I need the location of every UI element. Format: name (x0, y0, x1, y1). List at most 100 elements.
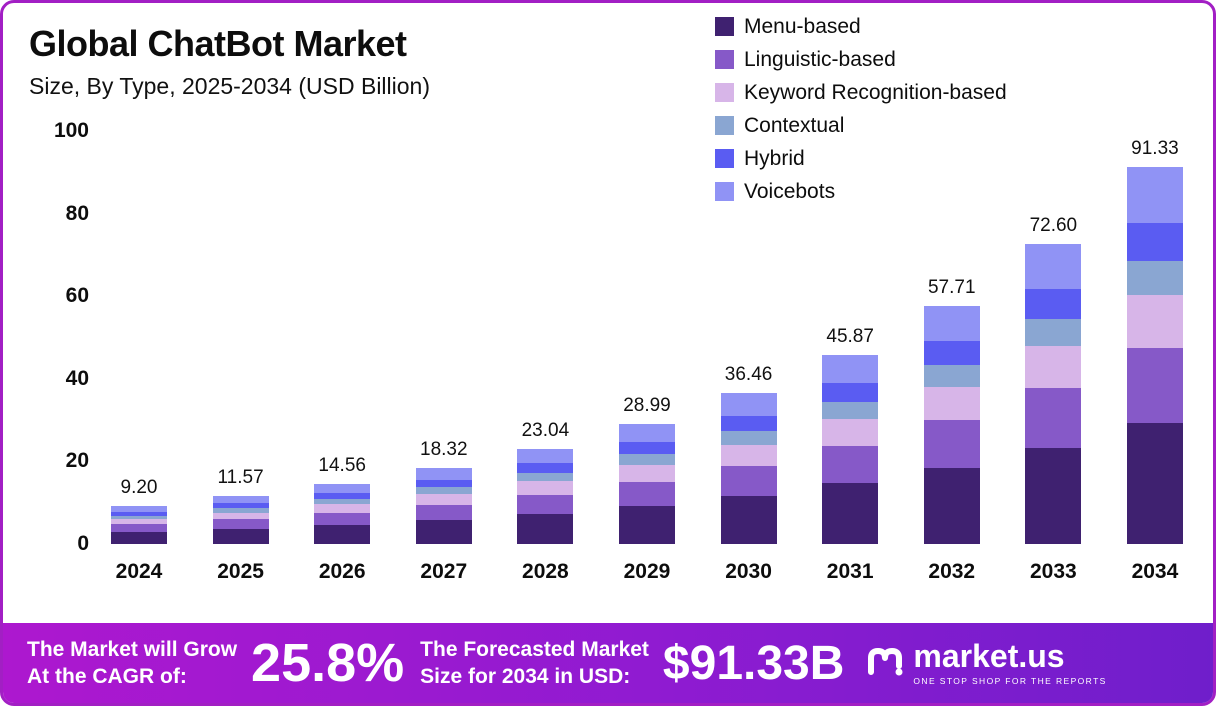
bar-segment-contextual (1126, 261, 1183, 296)
legend-item: Hybrid (715, 145, 1007, 172)
bar-total-label: 57.71 (927, 276, 976, 298)
bar-column: 91.33 (1124, 131, 1186, 544)
bar-segment-contextual (517, 472, 574, 482)
bar-segment-hybrid (212, 503, 269, 509)
cagr-label-line2: At the CAGR of: (27, 665, 187, 688)
bar-segment-linguistic-based (923, 420, 980, 468)
bar-stack (1126, 166, 1183, 544)
x-axis-label: 2028 (522, 560, 569, 583)
bar-segment-linguistic-based (720, 465, 777, 496)
bar-segment-hybrid (1025, 289, 1082, 320)
cagr-label: The Market will Grow At the CAGR of: (27, 636, 237, 691)
legend-swatch (715, 17, 734, 36)
bar-segment-contextual (314, 498, 371, 505)
x-axis-label: 2031 (826, 560, 874, 583)
bar-column: 57.71 (921, 131, 983, 544)
x-axis-label: 2025 (217, 560, 264, 583)
legend-label: Linguistic-based (744, 47, 896, 71)
bar-segment-keyword-recognition-based (212, 512, 269, 520)
bar-segment-contextual (1025, 319, 1082, 347)
bar-column: 28.99 (616, 131, 678, 544)
bar-total-label: 91.33 (1131, 137, 1179, 159)
bar-total-label: 18.32 (420, 439, 468, 461)
bar-segment-keyword-recognition-based (415, 494, 472, 505)
bar-stack (111, 506, 167, 544)
bar-segment-keyword-recognition-based (822, 419, 879, 446)
bar-segment-voicebots (1025, 244, 1082, 290)
bar-segment-voicebots (212, 496, 269, 504)
bar-segment-hybrid (720, 416, 777, 432)
bar-segment-menu-based (314, 524, 371, 544)
forecast-label-line1: The Forecasted Market (420, 637, 649, 661)
y-axis: 100 80 60 40 20 0 (27, 119, 89, 555)
legend-label: Hybrid (744, 146, 805, 170)
bottom-banner: The Market will Grow At the CAGR of: 25.… (3, 623, 1213, 703)
cagr-value: 25.8% (251, 633, 405, 693)
legend-swatch (715, 116, 734, 135)
bar-segment-menu-based (517, 513, 574, 544)
bar-segment-contextual (923, 365, 980, 387)
x-axis-label: 2024 (115, 560, 163, 583)
bar-segment-menu-based (111, 531, 167, 544)
bar-segment-voicebots (517, 448, 574, 464)
bar-stack (517, 448, 574, 544)
bar-segment-hybrid (314, 492, 371, 499)
bar-segment-linguistic-based (415, 504, 472, 520)
bar-segment-keyword-recognition-based (1126, 295, 1183, 348)
bar-segment-contextual (822, 401, 879, 420)
bar-segment-hybrid (415, 479, 472, 488)
brand-name: market.us (913, 638, 1065, 674)
legend-swatch (715, 149, 734, 168)
legend-label: Keyword Recognition-based (744, 80, 1007, 104)
bar-segment-keyword-recognition-based (111, 518, 167, 525)
bar-stack (212, 496, 269, 544)
bar-total-label: 72.60 (1029, 215, 1078, 237)
legend-label: Contextual (744, 113, 845, 137)
y-axis-tick-label: 20 (65, 449, 89, 473)
forecast-label-line2: Size for 2034 in USD: (420, 665, 631, 688)
bar-segment-hybrid (923, 341, 980, 366)
x-axis-label: 2027 (420, 560, 468, 583)
bar-segment-keyword-recognition-based (314, 504, 371, 513)
bar-segment-hybrid (618, 442, 675, 455)
bar-segment-voicebots (111, 506, 167, 512)
bar-stack (618, 424, 675, 544)
bar-segment-menu-based (822, 483, 879, 544)
bar-segment-contextual (415, 487, 472, 495)
x-axis-label: 2032 (928, 560, 976, 583)
bar-column: 36.46 (718, 131, 780, 544)
bar-segment-menu-based (1025, 448, 1082, 544)
legend-item: Voicebots (715, 178, 1007, 205)
legend-swatch (715, 83, 734, 102)
bar-segment-keyword-recognition-based (720, 444, 777, 466)
bar-segment-hybrid (822, 383, 879, 402)
bar-stack (314, 483, 371, 544)
bar-total-label: 14.56 (318, 454, 366, 476)
x-axis-label: 2034 (1131, 560, 1179, 583)
bar-segment-keyword-recognition-based (517, 481, 574, 495)
cagr-label-line1: The Market will Grow (27, 637, 238, 661)
bar-segment-voicebots (923, 305, 980, 342)
bar-column: 45.87 (819, 131, 881, 544)
bar-segment-linguistic-based (111, 524, 167, 532)
y-axis-tick-label: 60 (65, 284, 89, 308)
bar-total-label: 11.57 (217, 467, 264, 489)
bar-column: 23.04 (514, 131, 576, 544)
bar-stack (720, 393, 777, 544)
bar-segment-voicebots (822, 354, 879, 384)
bar-segment-menu-based (415, 519, 472, 544)
plot-area: 9.20 11.57 14.56 18.32 23.04 28.99 36.46 45.87 5… (108, 131, 1186, 544)
x-axis: 2024 2025 2026 2027 2028 2029 2030 2031 2032 2033… (108, 560, 1186, 584)
legend-swatch (715, 50, 734, 69)
bar-segment-hybrid (1126, 223, 1183, 262)
bar-column: 11.57 (210, 131, 272, 544)
bar-stack (822, 354, 879, 544)
bar-segment-hybrid (111, 511, 167, 516)
bar-segment-voicebots (314, 483, 371, 493)
bar-segment-contextual (111, 515, 167, 519)
bar-total-label: 23.04 (521, 419, 570, 441)
bar-segment-voicebots (618, 424, 675, 443)
bar-segment-linguistic-based (618, 481, 675, 506)
bar-total-label: 36.46 (724, 364, 773, 386)
x-axis-label: 2033 (1029, 560, 1077, 583)
